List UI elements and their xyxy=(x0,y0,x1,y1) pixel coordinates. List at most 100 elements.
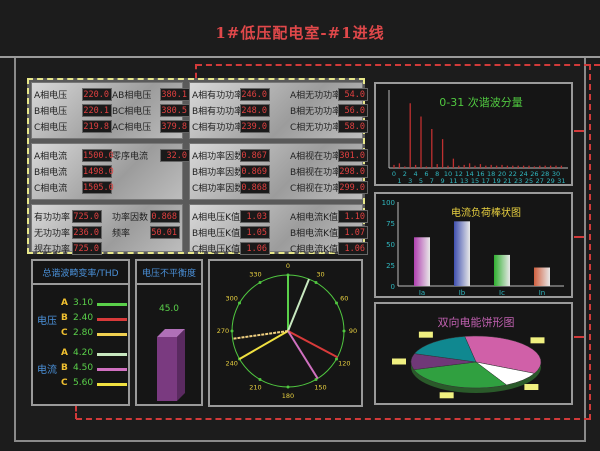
phasor-panel: 0 30 60 90 120 150 180 210 240 270 300 330 xyxy=(208,259,363,407)
pie-label-box xyxy=(392,358,407,365)
meter-reading: B相电压 220.1 xyxy=(34,103,112,118)
meter-value: 301.0 xyxy=(338,149,368,162)
x-tick-label: 4 xyxy=(414,170,418,178)
x-tick-label: 11 xyxy=(449,177,457,184)
meter-value: 1.06 xyxy=(240,242,270,255)
meter-label: AB相电压 xyxy=(112,91,152,101)
angle-label: 150 xyxy=(314,383,326,391)
meter-value: 0.869 xyxy=(240,165,270,178)
harmonic-chart: 0-31 次谐波分量012345678910111213141516171819… xyxy=(388,90,568,185)
meter-value: 248.0 xyxy=(240,104,270,117)
x-tick-label: 31 xyxy=(557,177,565,184)
phasor-vector xyxy=(287,330,319,380)
x-tick-label: 24 xyxy=(519,170,527,178)
meter-reading: C相有功功率 239.0 xyxy=(192,119,270,134)
thd-legend-line xyxy=(97,368,127,371)
meter-label: B相电压K值 xyxy=(192,229,241,239)
meter-reading: C相电流K值 1.06 xyxy=(290,241,368,256)
chart-title: 0-31 次谐波分量 xyxy=(439,95,522,109)
x-tick-label: 28 xyxy=(541,170,549,178)
thd-legend-line xyxy=(97,383,127,386)
meter-value: 50.01 xyxy=(150,226,180,239)
x-tick-label: 21 xyxy=(503,177,511,184)
thd-value: 5.60 xyxy=(73,378,94,388)
meter-label: 有功功率 xyxy=(34,213,71,223)
angle-label: 0 xyxy=(286,262,290,270)
thd-phase: C xyxy=(61,328,68,338)
x-tick-label: 15 xyxy=(471,177,479,184)
meter-reading: 零序电流 32.0 xyxy=(112,148,190,163)
chart-title: 双向电能饼形图 xyxy=(438,315,515,329)
x-tick-label: 3 xyxy=(408,177,412,184)
thd-phase: B xyxy=(61,313,68,323)
meter-reading: C相无功功率 58.0 xyxy=(290,119,368,134)
thd-phase: A xyxy=(61,348,68,358)
meter-label: A相电压 xyxy=(34,91,68,101)
angle-label: 120 xyxy=(338,360,350,368)
unbalance-title: 电压不平衡度 xyxy=(141,269,196,279)
meter-reading: A相有功功率 246.0 xyxy=(192,87,270,102)
meter-group-k: A相电压K值 1.03 A相电流K值 1.10 B相电压K值 1.05 B相电流K值 1.07… xyxy=(189,204,368,255)
meter-reading: A相无功功率 54.0 xyxy=(290,87,368,102)
meter-label: A相功率因数 xyxy=(192,152,244,162)
load-bar-chart: 电流负荷棒状图 0 25 50 75 100 Ia Ib Ic In xyxy=(382,199,564,297)
meter-reading: BC相电压 380.5 xyxy=(112,103,190,118)
flow-line xyxy=(76,418,590,420)
flow-tick xyxy=(574,236,584,238)
meter-reading: AB相电压 380.1 xyxy=(112,87,190,102)
y-tick-label: 100 xyxy=(382,199,395,207)
x-tick-label: 29 xyxy=(546,177,554,184)
x-tick-label: Ia xyxy=(419,289,425,296)
thd-value: 4.50 xyxy=(73,363,94,373)
meter-value: 236.0 xyxy=(72,226,102,239)
y-tick-label: 25 xyxy=(386,262,395,270)
angle-label: 330 xyxy=(249,271,261,279)
meter-reading: 功率因数 0.868 xyxy=(112,209,180,224)
x-tick-label: 13 xyxy=(460,177,468,184)
meter-reading: 有功功率 725.0 xyxy=(34,209,102,224)
load-bar xyxy=(414,237,430,286)
pie-label-box xyxy=(439,392,454,399)
angle-label: 270 xyxy=(217,327,229,335)
phasor-diagram: 0 30 60 90 120 150 180 210 240 270 300 330 xyxy=(217,262,357,400)
meter-value: 725.0 xyxy=(72,242,102,255)
angle-tick xyxy=(230,329,234,333)
chart-title: 电流负荷棒状图 xyxy=(451,206,521,219)
angle-label: 60 xyxy=(340,295,348,303)
meter-reading: A相电流K值 1.10 xyxy=(290,209,368,224)
thd-legend-line xyxy=(97,353,127,356)
pie-slice xyxy=(464,335,542,374)
x-tick-label: 18 xyxy=(487,170,495,178)
meter-value: 298.0 xyxy=(338,165,368,178)
x-tick-label: 19 xyxy=(492,177,500,184)
phasor-vector xyxy=(239,330,289,360)
meter-label: B相电流 xyxy=(34,168,68,178)
meter-value: 1500.0 xyxy=(82,149,114,162)
x-tick-label: 2 xyxy=(403,170,407,178)
y-tick-label: 75 xyxy=(386,220,395,228)
angle-label: 210 xyxy=(249,383,261,391)
angle-tick xyxy=(342,329,346,333)
meter-value: 56.0 xyxy=(338,104,368,117)
energy-pie-chart: 双向电能饼形图 xyxy=(392,315,545,399)
meter-value: 1.03 xyxy=(240,210,270,223)
flow-line xyxy=(75,398,77,419)
x-tick-label: Ib xyxy=(459,289,466,296)
pie-panel: 双向电能饼形图 xyxy=(374,302,573,405)
x-tick-label: 25 xyxy=(525,177,533,184)
meter-label: 零序电流 xyxy=(112,152,149,162)
meter-reading: C相视在功率 299.0 xyxy=(290,180,368,195)
meter-reading: 无功功率 236.0 xyxy=(34,225,102,240)
meter-value: 1.05 xyxy=(240,226,270,239)
meter-label: C相视在功率 xyxy=(290,184,342,194)
pie-label-box xyxy=(418,331,433,338)
meter-label: A相无功功率 xyxy=(290,91,342,101)
x-tick-label: 9 xyxy=(441,177,445,184)
meter-label: C相功率因数 xyxy=(192,184,244,194)
pie-label-box xyxy=(524,384,539,391)
angle-label: 30 xyxy=(316,271,324,279)
meter-value: 0.867 xyxy=(240,149,270,162)
x-tick-label: 10 xyxy=(444,170,452,178)
thd-value: 3.10 xyxy=(73,298,94,308)
meter-label: C相无功功率 xyxy=(290,123,342,133)
